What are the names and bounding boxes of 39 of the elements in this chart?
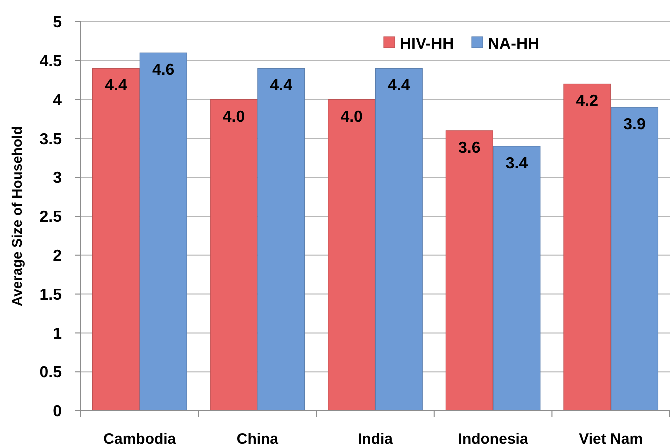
y-tick-label: 3.5: [40, 131, 62, 148]
y-tick-label: 4: [53, 92, 62, 110]
data-label: 3.4: [506, 155, 528, 172]
data-label: 4.0: [222, 108, 246, 126]
bar: [564, 84, 612, 412]
bar: [493, 146, 541, 412]
y-axis-title: Average Size of Household: [9, 126, 25, 306]
y-tick-label: 1.5: [40, 286, 62, 304]
bar: [258, 68, 306, 412]
x-tick-label: Viet Nam: [579, 431, 644, 448]
y-tick-label: 4.5: [40, 54, 62, 70]
bar: [328, 100, 376, 412]
x-tick-label: Indonesia: [458, 431, 529, 448]
legend-label: HIV-HH: [400, 36, 454, 53]
bar: [92, 68, 140, 412]
legend-label: NA-HH: [488, 36, 540, 53]
y-tick-label: 2.5: [40, 209, 62, 226]
data-label: 3.9: [624, 116, 646, 134]
bar: [375, 68, 423, 412]
y-tick-label: 2: [53, 248, 62, 265]
y-tick-label: 5: [53, 14, 62, 32]
data-label: 4.4: [105, 78, 128, 95]
y-tick-label: 1: [53, 326, 62, 343]
y-tick-label: 0.5: [40, 364, 62, 382]
data-label: 4.0: [340, 108, 364, 126]
data-label: 4.4: [270, 78, 293, 95]
bar: [140, 52, 188, 412]
x-tick-label: China: [236, 431, 280, 448]
data-label: 4.6: [152, 62, 175, 80]
data-label: 3.6: [458, 140, 481, 157]
bar: [611, 107, 659, 412]
y-tick-label: 3: [53, 170, 62, 188]
x-tick-label: India: [358, 431, 394, 448]
x-tick-label: Cambodia: [104, 431, 177, 448]
y-tick-label: 0: [53, 404, 62, 421]
bar: [210, 100, 258, 412]
data-label: 4.2: [576, 93, 599, 110]
bar: [446, 130, 494, 412]
data-label: 4.4: [388, 78, 410, 95]
